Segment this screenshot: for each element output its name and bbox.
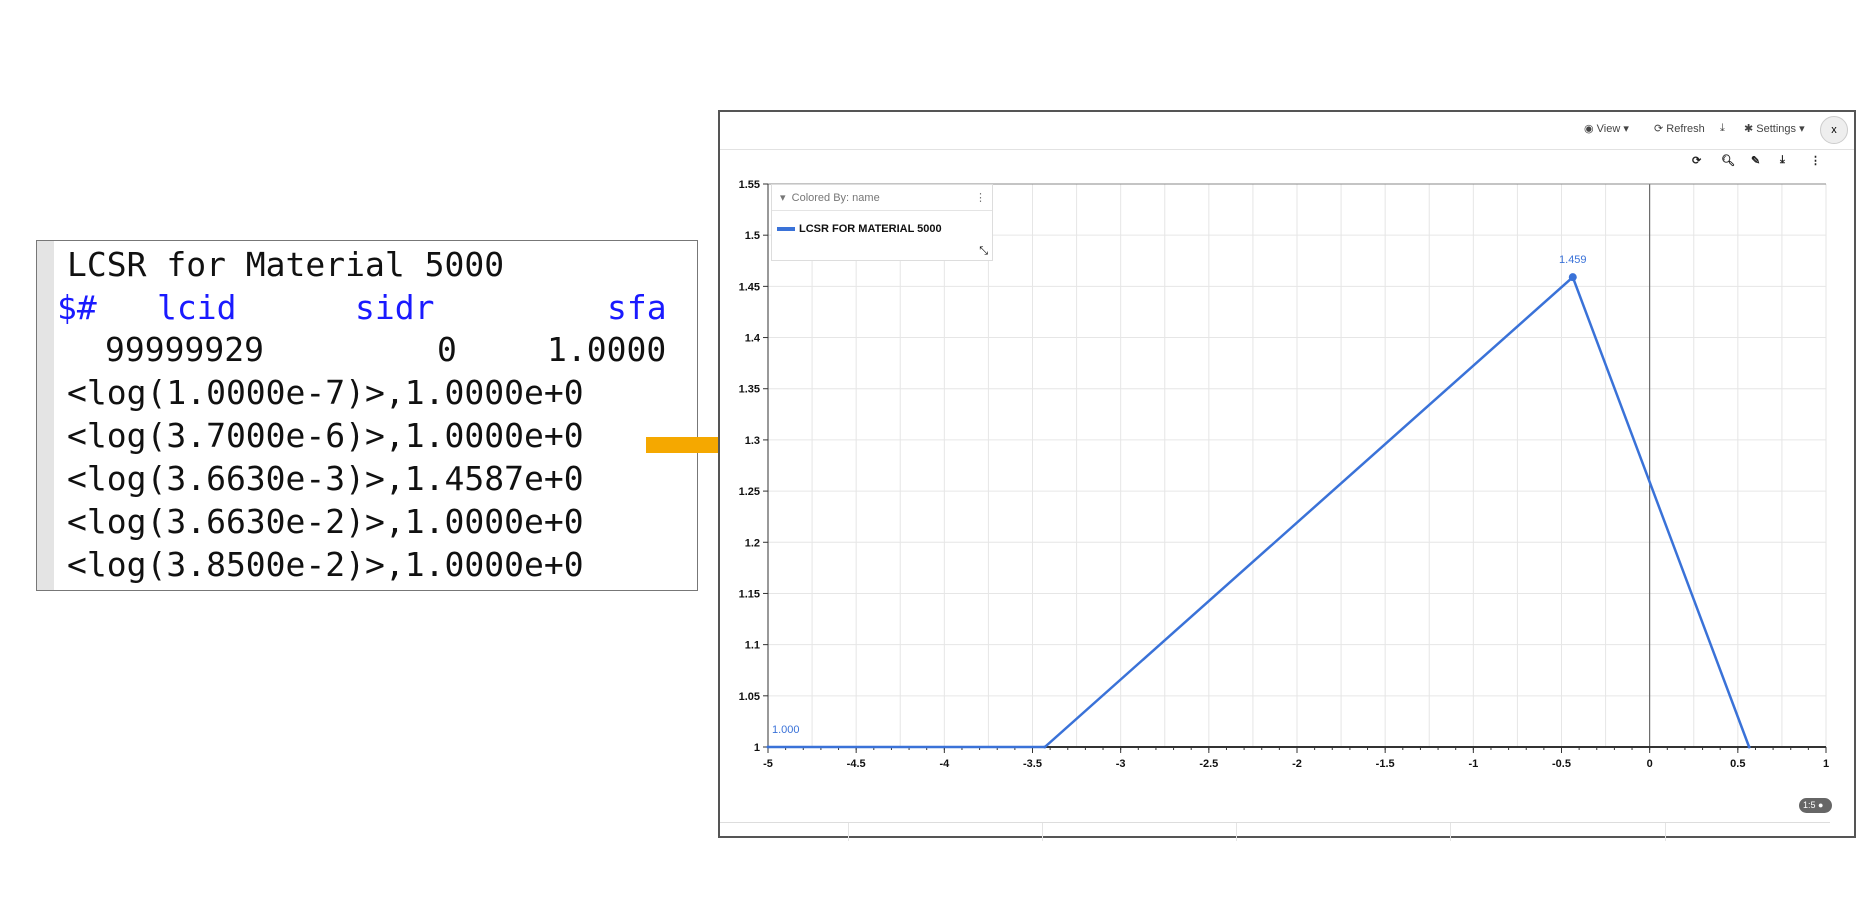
- reset-icon[interactable]: ⟳: [1692, 155, 1702, 167]
- y-tick-label: 1.5: [745, 230, 760, 242]
- legend-header-label: Colored By: name: [791, 192, 880, 204]
- code-header-sidr: sidr: [355, 288, 435, 327]
- panel-toolbar: ◉ View ▾ ⟳ Refresh ⤓ ✱ Settings ▾ x: [720, 112, 1854, 150]
- table-column[interactable]: [1236, 823, 1237, 841]
- point-label: 1.459: [1559, 254, 1587, 266]
- badge-label: 1:5: [1803, 800, 1816, 810]
- data-point: [1747, 745, 1751, 749]
- y-tick-label: 1.25: [739, 486, 760, 498]
- x-tick-label: -3.5: [1023, 758, 1042, 770]
- code-snippet: LCSR for Material 5000 $# lcid sidr sfa …: [36, 240, 698, 591]
- refresh-label: Refresh: [1666, 123, 1705, 135]
- y-tick-label: 1.55: [739, 179, 760, 191]
- x-tick-label: -2.5: [1199, 758, 1218, 770]
- settings-label: Settings ▾: [1756, 123, 1805, 135]
- resize-icon[interactable]: ⤡: [979, 245, 988, 257]
- x-tick-label: 0.5: [1730, 758, 1745, 770]
- data-point: [1043, 745, 1047, 749]
- y-tick-label: 1.05: [739, 691, 760, 703]
- y-tick-label: 1.2: [745, 537, 760, 549]
- y-tick-label: 1: [754, 742, 760, 754]
- legend-swatch: [777, 227, 795, 232]
- x-tick-label: 1: [1823, 758, 1829, 770]
- code-line: <log(3.6630e-3)>,1.4587e+0: [67, 459, 584, 498]
- x-tick-label: 0: [1647, 758, 1653, 770]
- x-tick-label: -2: [1292, 758, 1302, 770]
- code-line: <log(3.8500e-2)>,1.0000e+0: [67, 545, 584, 584]
- legend-header[interactable]: ▾ Colored By: name ⋮: [772, 185, 992, 211]
- y-tick-label: 1.15: [739, 588, 760, 600]
- view-menu[interactable]: ◉ View ▾: [1584, 123, 1629, 135]
- legend-item-label: LCSR FOR MATERIAL 5000: [799, 223, 942, 235]
- table-column[interactable]: [1042, 823, 1043, 841]
- zoom-ratio-badge: 1:5 ●: [1799, 798, 1832, 813]
- x-tick-label: -3: [1116, 758, 1126, 770]
- x-tick-label: -1: [1468, 758, 1478, 770]
- chart-svg: -5 -4.5 -4 -3.5 -3 -2.5 -2 -1.5 -1 -0.5 0 0.5 1 1 1.05…: [739, 179, 1829, 770]
- x-tick-label: -5: [763, 758, 773, 770]
- code-header-comment: $#: [57, 288, 97, 327]
- table-column[interactable]: [1450, 823, 1451, 841]
- y-tick-label: 1.45: [739, 281, 760, 293]
- x-tick-label: -0.5: [1552, 758, 1571, 770]
- code-value-sfa: 1.0000: [547, 330, 667, 369]
- table-column[interactable]: [848, 823, 849, 841]
- code-title: LCSR for Material 5000: [67, 245, 505, 284]
- close-button[interactable]: x: [1820, 116, 1848, 144]
- code-line: <log(3.7000e-6)>,1.0000e+0: [67, 416, 584, 455]
- series-line: [768, 275, 1751, 749]
- zoom-icon[interactable]: 🔍︎: [1721, 155, 1735, 167]
- chart-panel: ◉ View ▾ ⟳ Refresh ⤓ ✱ Settings ▾ x ⟳ 🔍︎…: [718, 110, 1856, 841]
- data-point: [1568, 273, 1577, 282]
- y-tick-label: 1.35: [739, 384, 760, 396]
- code-value-sidr: 0: [437, 330, 457, 369]
- legend: ▾ Colored By: name ⋮ LCSR FOR MATERIAL 50…: [771, 184, 993, 261]
- code-line: <log(1.0000e-7)>,1.0000e+0: [67, 373, 584, 412]
- pen-icon[interactable]: ✎: [1751, 155, 1761, 167]
- data-point: [766, 745, 770, 749]
- x-tick-label: -4: [939, 758, 950, 770]
- refresh-button[interactable]: ⟳ Refresh: [1654, 123, 1705, 135]
- code-value-lcid: 99999929: [105, 330, 264, 369]
- download-icon[interactable]: ⤓: [1720, 122, 1725, 134]
- x-tick-label: -4.5: [847, 758, 866, 770]
- code-gutter: [37, 241, 54, 590]
- point-label: 1.000: [772, 724, 800, 736]
- settings-menu[interactable]: ✱ Settings ▾: [1744, 123, 1805, 135]
- download-chart-icon[interactable]: ⤓: [1780, 154, 1785, 166]
- legend-item[interactable]: LCSR FOR MATERIAL 5000: [772, 211, 992, 235]
- view-label: View ▾: [1596, 123, 1629, 135]
- code-line: <log(3.6630e-2)>,1.0000e+0: [67, 502, 584, 541]
- y-tick-label: 1.3: [745, 435, 760, 447]
- legend-more-icon[interactable]: ⋮: [975, 192, 986, 204]
- y-tick-label: 1.1: [745, 640, 760, 652]
- y-tick-label: 1.4: [745, 333, 761, 345]
- more-icon[interactable]: ⋮: [1810, 155, 1821, 167]
- table-column[interactable]: [1665, 823, 1666, 841]
- x-tick-label: -1.5: [1376, 758, 1395, 770]
- table-header: [720, 822, 1830, 841]
- code-header-sfa: sfa: [607, 288, 667, 327]
- code-header-lcid: lcid: [157, 288, 237, 327]
